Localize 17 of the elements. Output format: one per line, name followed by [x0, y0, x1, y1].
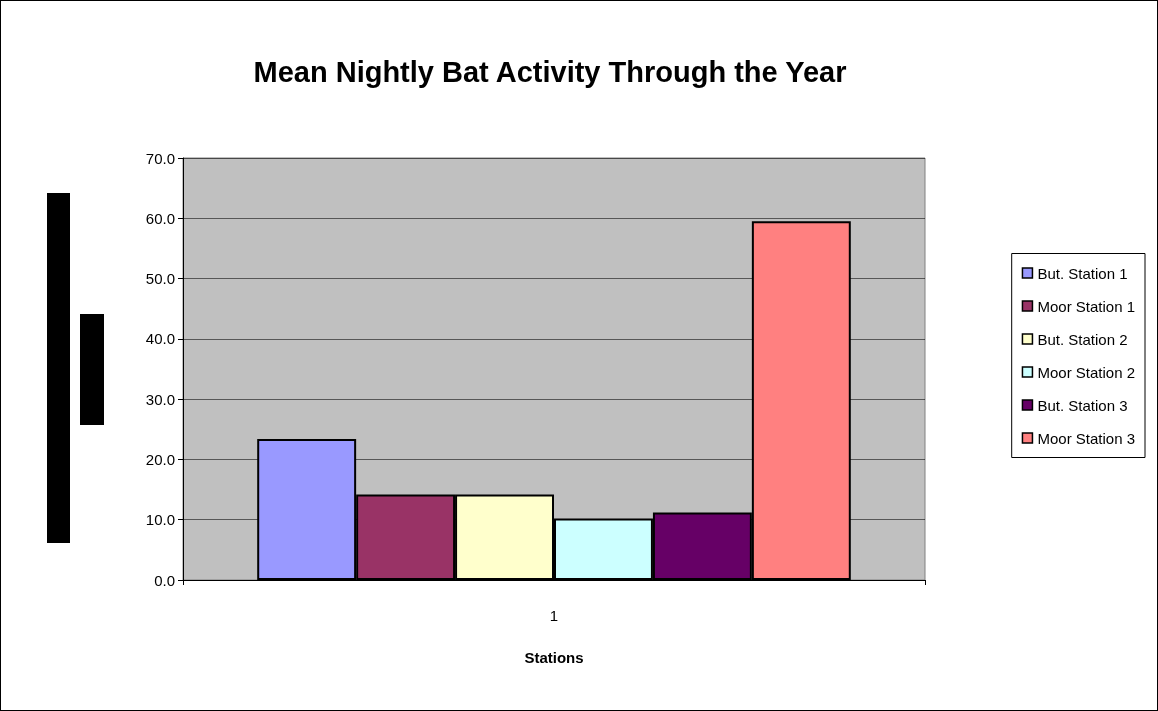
legend-label: Moor Station 2 — [1037, 363, 1136, 381]
x-axis-title: Stations — [524, 649, 584, 666]
y-tick-label: 50.0 — [145, 270, 175, 288]
y-tick-label: 40.0 — [145, 330, 175, 348]
legend-label: But. Station 3 — [1037, 396, 1128, 414]
legend-label: Moor Station 3 — [1037, 429, 1136, 447]
legend-label: But. Station 2 — [1037, 330, 1128, 348]
legend-label: Moor Station 1 — [1037, 297, 1136, 315]
x-tick-label: 1 — [549, 607, 559, 624]
y-tick-label: 70.0 — [145, 149, 175, 167]
y-tick-label: 0.0 — [154, 571, 175, 589]
y-tick-label: 60.0 — [145, 209, 175, 227]
legend-label: But. Station 1 — [1037, 264, 1128, 282]
chart-title: Mean Nightly Bat Activity Through the Year — [253, 55, 847, 88]
y-tick-label: 20.0 — [145, 450, 175, 468]
y-tick-label: 30.0 — [145, 390, 175, 408]
y-tick-label: 10.0 — [145, 511, 175, 529]
